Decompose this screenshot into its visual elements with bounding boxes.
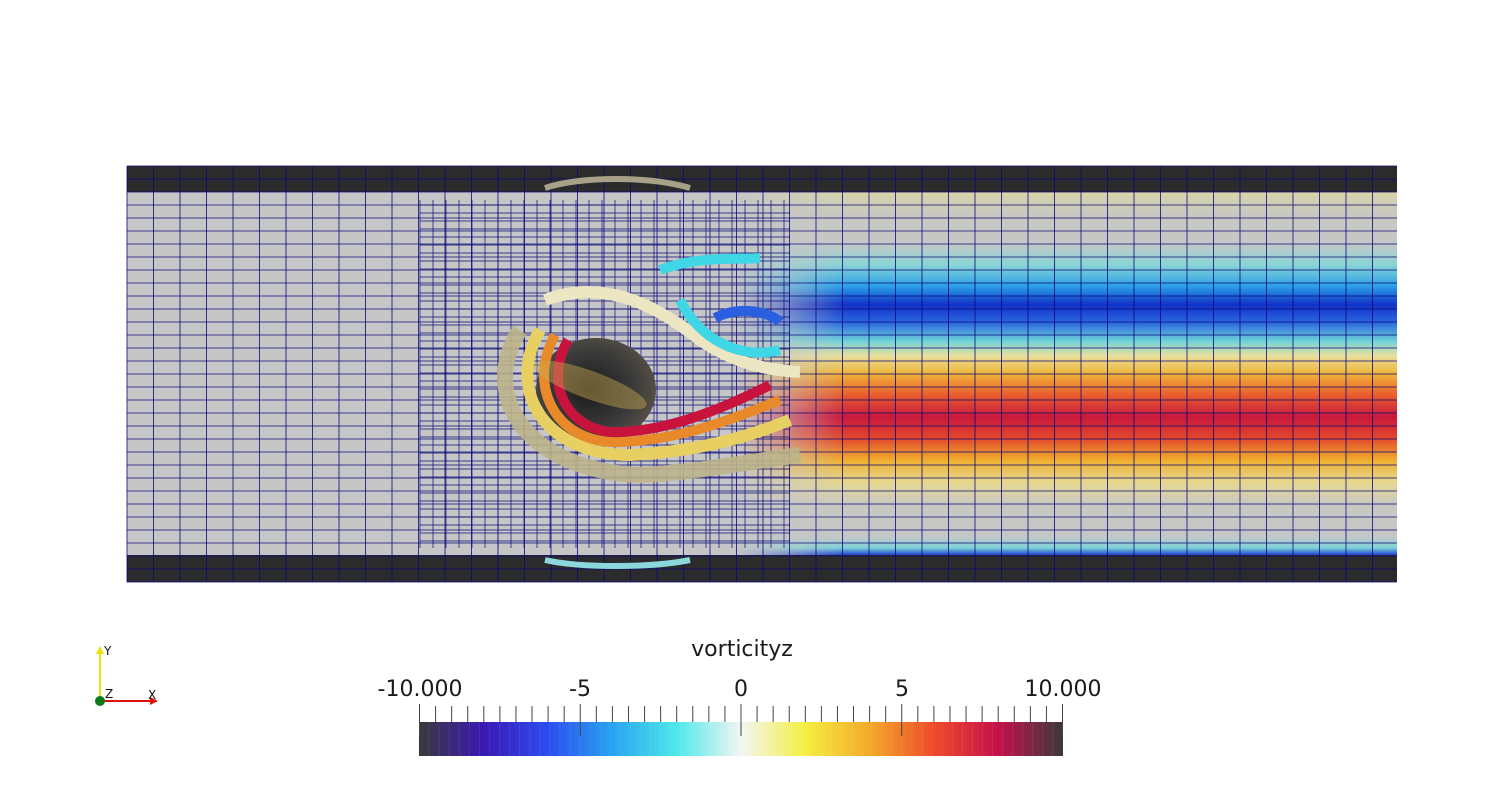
cylinder-obstacle [536, 338, 656, 442]
wall-vortex-bottom [544, 557, 691, 569]
vortex-sheet-orange [539, 332, 782, 448]
x-axis-label: X [148, 688, 157, 702]
y-axis-label: Y [104, 644, 112, 658]
colorbar-legend[interactable] [419, 704, 1063, 756]
vortex-sheet-cyan [658, 253, 782, 358]
wake-field [735, 192, 1397, 555]
colorbar-tick-label: 5 [895, 677, 909, 702]
x-axis-arrowhead [150, 697, 158, 705]
colorbar-tick-label: -10.000 [377, 677, 463, 702]
vortex-sheet-yellow [521, 326, 793, 462]
vortex-sheet-translucent [533, 360, 647, 410]
colorbar-tick-label: 10.000 [1024, 677, 1102, 702]
vortex-sheet-red [553, 337, 773, 438]
vortex-sheet-outer [497, 325, 801, 484]
vortex-sheet-top-cream [542, 286, 801, 378]
bottom-wall [127, 555, 1397, 582]
z-axis-label: Z [105, 687, 114, 701]
colorbar-tick-label: 0 [734, 677, 748, 702]
orientation-axes-glyph [95, 646, 158, 706]
z-axis-dot [95, 696, 105, 706]
vortex-sheet-blue [712, 306, 784, 326]
colorbar-tick-label: -5 [569, 677, 591, 702]
wall-vortex-top [544, 176, 691, 191]
orientation-axes-widget[interactable]: Y Z X [88, 640, 168, 710]
y-axis-arrowhead [96, 646, 104, 654]
colorbar-title: vorticityz [691, 637, 793, 662]
vortex-isosurfaces [497, 176, 801, 569]
